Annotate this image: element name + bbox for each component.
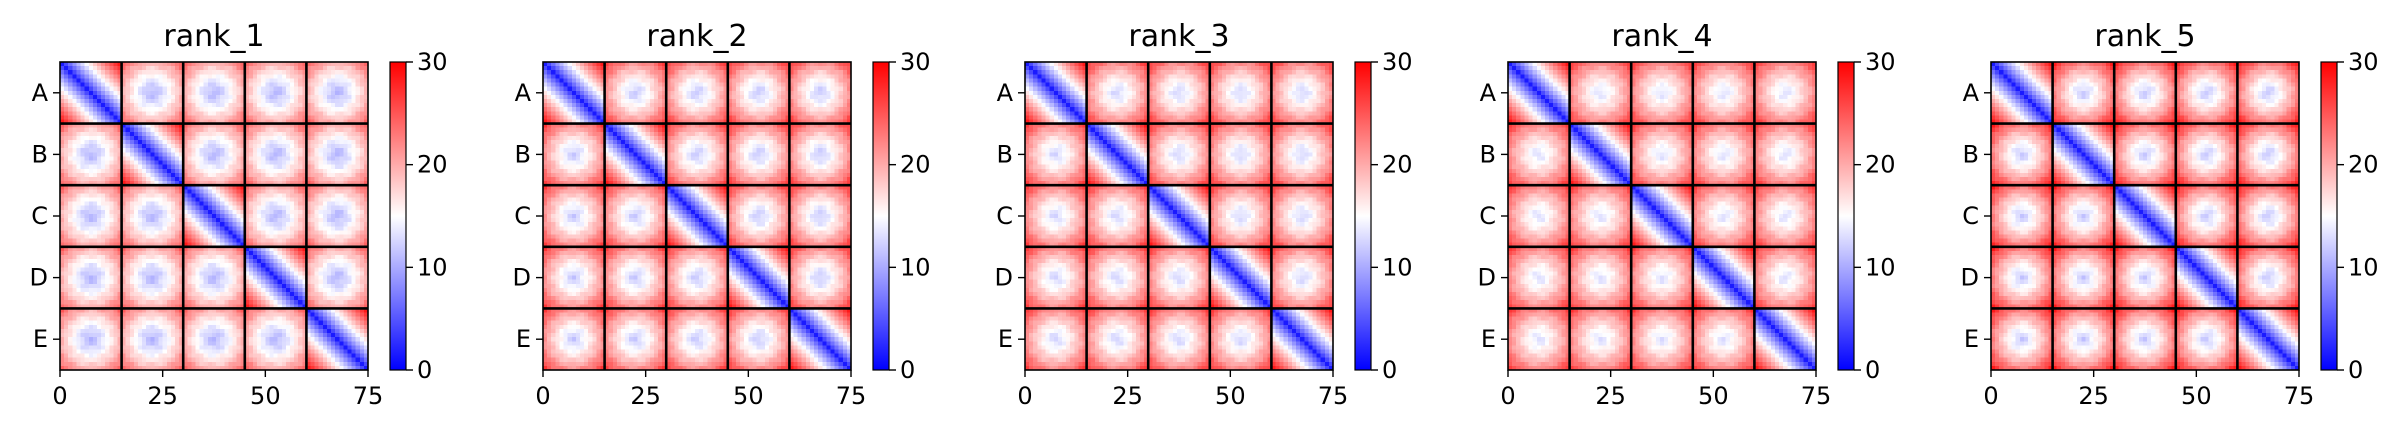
colorbar-tick-label: 10 <box>1865 253 1896 281</box>
x-tick-label: 0 <box>535 382 550 410</box>
y-tick-label: C <box>1479 202 1496 230</box>
chart-title: rank_1 <box>163 19 264 54</box>
heatmap-panel-1: rank_1 0 25 50 75 A B C D E 0 10 20 30 <box>30 19 448 410</box>
colorbar-tick-label: 30 <box>900 48 931 76</box>
x-tick-label: 0 <box>1017 382 1032 410</box>
colorbar <box>872 61 890 371</box>
colorbar-tick-label: 10 <box>417 253 448 281</box>
y-tick-label: A <box>1963 79 1980 107</box>
colorbar <box>2320 61 2338 371</box>
heatmap-panel-2: rank_2 0 25 50 75 A B C D E 0 10 20 30 <box>513 19 931 410</box>
y-tick-label: D <box>30 264 48 292</box>
colorbar-tick-label: 0 <box>1865 356 1880 384</box>
colorbar-tick-label: 20 <box>2348 151 2379 179</box>
x-tick-label: 25 <box>1595 382 1626 410</box>
x-tick-label: 50 <box>2181 382 2212 410</box>
y-tick-label: E <box>1481 325 1496 353</box>
colorbar-tick-label: 30 <box>1865 48 1896 76</box>
x-tick-label: 25 <box>147 382 178 410</box>
colorbar-tick-label: 10 <box>2348 253 2379 281</box>
y-tick-label: A <box>515 79 532 107</box>
x-tick-label: 0 <box>1983 382 1998 410</box>
y-tick-label: A <box>1480 79 1497 107</box>
colorbar <box>1837 61 1855 371</box>
x-tick-label: 50 <box>1698 382 1729 410</box>
y-tick-label: C <box>31 202 48 230</box>
x-tick-label: 75 <box>353 382 384 410</box>
x-tick-label: 25 <box>2078 382 2109 410</box>
colorbar-tick-label: 20 <box>417 151 448 179</box>
y-tick-label: A <box>32 79 49 107</box>
y-tick-label: D <box>1478 264 1496 292</box>
y-tick-label: E <box>998 325 1013 353</box>
colorbar-tick-label: 20 <box>1382 151 1413 179</box>
chart-title: rank_3 <box>1128 19 1229 54</box>
x-tick-label: 0 <box>52 382 67 410</box>
x-tick-label: 50 <box>250 382 281 410</box>
y-tick-label: D <box>1961 264 1979 292</box>
colorbar-tick-label: 0 <box>2348 356 2363 384</box>
colorbar <box>1354 61 1372 371</box>
y-tick-label: D <box>513 264 531 292</box>
y-tick-label: B <box>1963 140 1979 168</box>
heatmap-cells <box>1508 62 1817 371</box>
y-tick-label: D <box>995 264 1013 292</box>
heatmap-cells <box>1991 62 2300 371</box>
heatmap-panel-3: rank_3 0 25 50 75 A B C D E 0 10 20 30 <box>995 19 1413 410</box>
colorbar-tick-label: 30 <box>417 48 448 76</box>
heatmap-panel-4: rank_4 0 25 50 75 A B C D E 0 10 20 30 <box>1478 19 1896 410</box>
x-tick-label: 25 <box>630 382 661 410</box>
y-tick-label: A <box>997 79 1014 107</box>
x-tick-label: 50 <box>733 382 764 410</box>
heatmap-panel-5: rank_5 0 25 50 75 A B C D E 0 10 20 30 <box>1961 19 2379 410</box>
colorbar-tick-label: 30 <box>1382 48 1413 76</box>
y-tick-label: E <box>516 325 531 353</box>
x-tick-label: 75 <box>1318 382 1349 410</box>
x-tick-label: 25 <box>1112 382 1143 410</box>
colorbar <box>389 61 407 371</box>
y-tick-label: C <box>514 202 531 230</box>
x-tick-label: 75 <box>836 382 867 410</box>
colorbar-tick-label: 0 <box>900 356 915 384</box>
y-tick-label: E <box>33 325 48 353</box>
colorbar-tick-label: 10 <box>1382 253 1413 281</box>
colorbar-tick-label: 10 <box>900 253 931 281</box>
x-tick-label: 50 <box>1215 382 1246 410</box>
colorbar-tick-label: 30 <box>2348 48 2379 76</box>
chart-title: rank_4 <box>1611 19 1712 54</box>
y-tick-label: C <box>996 202 1013 230</box>
heatmap-cells <box>1025 62 1334 371</box>
heatmap-cells <box>60 62 369 371</box>
colorbar-tick-label: 0 <box>417 356 432 384</box>
colorbar-tick-label: 20 <box>1865 151 1896 179</box>
heatmap-cells <box>543 62 852 371</box>
chart-title: rank_2 <box>646 19 747 54</box>
y-tick-label: C <box>1962 202 1979 230</box>
y-tick-label: B <box>997 140 1013 168</box>
colorbar-tick-label: 20 <box>900 151 931 179</box>
chart-title: rank_5 <box>2094 19 2195 54</box>
x-tick-label: 0 <box>1500 382 1515 410</box>
y-tick-label: E <box>1964 325 1979 353</box>
y-tick-label: B <box>32 140 48 168</box>
colorbar-tick-label: 0 <box>1382 356 1397 384</box>
x-tick-label: 75 <box>1801 382 1832 410</box>
x-tick-label: 75 <box>2284 382 2315 410</box>
y-tick-label: B <box>1480 140 1496 168</box>
y-tick-label: B <box>515 140 531 168</box>
